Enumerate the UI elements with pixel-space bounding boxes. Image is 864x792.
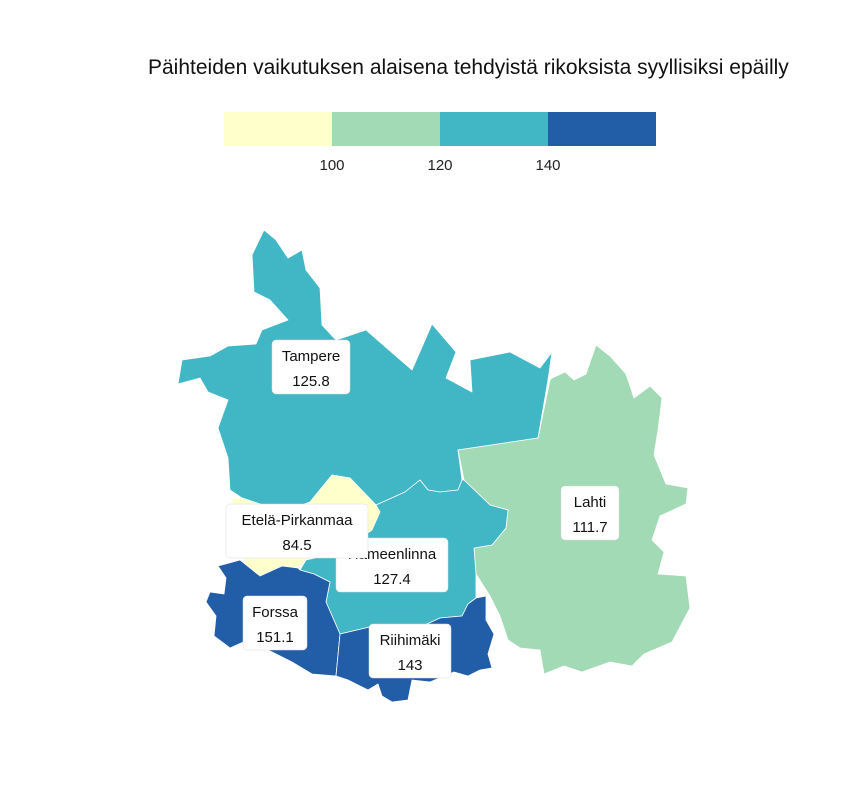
label-lahti-box	[560, 485, 620, 541]
legend-swatch-3	[440, 112, 548, 146]
label-riihimaki-name: Riihimäki	[380, 632, 441, 649]
region-labels: Tampere 125.8 Lahti 111.7 Hämeenlinna 12…	[225, 339, 620, 679]
label-tampere-value: 125.8	[292, 373, 330, 390]
legend-tick-120: 120	[427, 157, 452, 174]
label-tampere-name: Tampere	[282, 348, 340, 365]
label-tampere: Tampere 125.8	[271, 339, 351, 395]
legend-tick-100: 100	[319, 157, 344, 174]
label-lahti: Lahti 111.7	[560, 485, 620, 541]
label-etela-pirkanmaa-box	[225, 503, 369, 559]
label-etela-pirkanmaa-value: 84.5	[282, 537, 311, 554]
legend-swatch-4	[548, 112, 656, 146]
label-forssa-value: 151.1	[256, 629, 294, 646]
label-lahti-value: 111.7	[572, 519, 607, 536]
label-hameenlinna-name: Hämeenlinna	[348, 546, 437, 563]
label-riihimaki-value: 143	[397, 657, 422, 674]
legend-tick-140: 140	[535, 157, 560, 174]
label-hameenlinna-value: 127.4	[373, 571, 411, 588]
label-riihimaki: Riihimäki 143	[368, 623, 452, 679]
legend-swatch-2	[332, 112, 440, 146]
label-etela-pirkanmaa-name: Etelä-Pirkanmaa	[242, 512, 354, 529]
label-tampere-box	[271, 339, 351, 395]
label-etela-pirkanmaa: Etelä-Pirkanmaa 84.5	[225, 503, 369, 559]
label-lahti-name: Lahti	[574, 494, 607, 511]
label-forssa: Forssa 151.1	[242, 595, 308, 651]
color-legend: 100 120 140	[224, 112, 656, 174]
map-title: Päihteiden vaikutuksen alaisena tehdyist…	[148, 56, 789, 79]
label-forssa-box	[242, 595, 308, 651]
label-riihimaki-box	[368, 623, 452, 679]
legend-swatch-1	[224, 112, 332, 146]
label-forssa-name: Forssa	[252, 604, 299, 621]
